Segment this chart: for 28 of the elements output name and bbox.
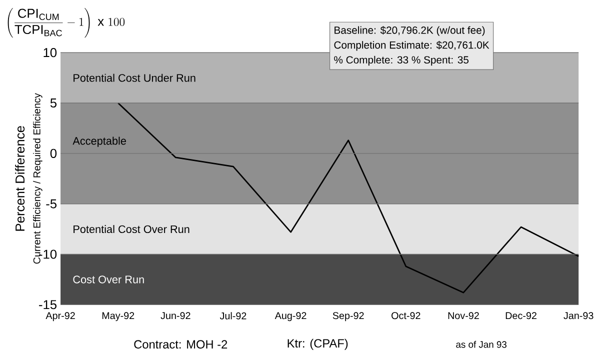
x-tick-label: Oct-92	[392, 312, 420, 319]
y-tick-label: 10	[44, 48, 57, 58]
x-tick-label: Jan-93	[564, 312, 594, 319]
y-tick-label: -15	[39, 300, 57, 310]
x-tick-label: Jun-92	[160, 312, 190, 319]
text: Completion Estimate: $20,761.0K	[334, 40, 490, 51]
band-label: Cost Over Run	[73, 275, 144, 284]
x-tick-label: Dec-92	[506, 312, 536, 319]
annotation: % Complete: 33 % Spent: 35	[334, 56, 469, 66]
y-tick-label: -5	[46, 199, 57, 208]
band-label: Potential Cost Under Run	[74, 74, 196, 82]
text: Ktr: (CPAF)	[288, 338, 348, 350]
y-axis-title: Percent Difference	[15, 126, 25, 231]
band-label: Acceptable	[72, 136, 126, 147]
y-tick-label: 5	[50, 98, 57, 108]
y-tick-label: -10	[39, 250, 57, 259]
band-label: Potential Cost Over Run	[74, 224, 190, 233]
y-tick-label: 0	[50, 148, 57, 158]
text: Contract: MOH -2	[134, 340, 228, 348]
x-tick-label: Jul-92	[220, 312, 246, 320]
x-tick-label: Sep-92	[332, 312, 364, 321]
text: as of Jan 93	[456, 340, 506, 348]
text: Baseline: $20,796.2K (w/out fee)	[334, 26, 485, 36]
x-tick-label: May-92	[102, 312, 134, 321]
x-tick-label: Nov-92	[448, 312, 479, 319]
chart-title: $\left(\frac{\mathrm{CPI}_{\mathrm{CUM}}}{\mathrm{TCPI}_{\mathrm{BAC}}}-1\right)\ \mathrm{x}\ 100$	[8, 8, 125, 38]
x-tick-label: Aug-92	[274, 312, 306, 321]
x-tick-label: Apr-92	[46, 312, 75, 321]
